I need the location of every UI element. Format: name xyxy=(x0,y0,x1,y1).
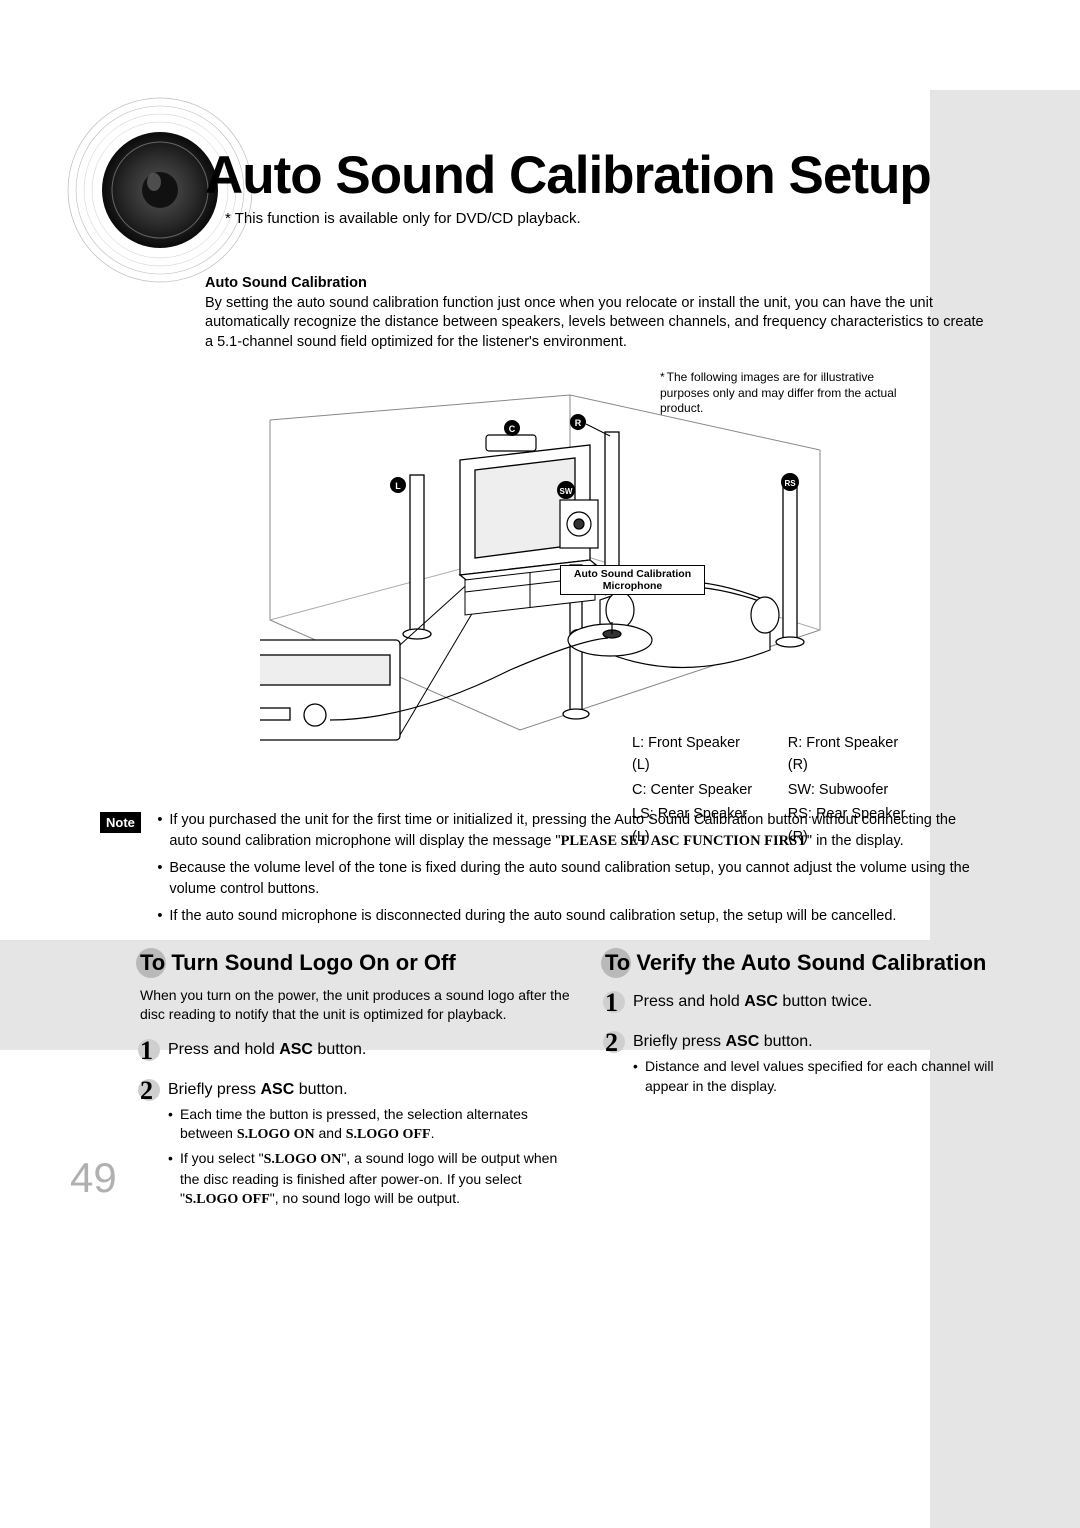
mic-label-box: Auto Sound Calibration Microphone xyxy=(560,565,705,595)
svg-text:SW: SW xyxy=(560,487,573,496)
note-item-1: If you purchased the unit for the first … xyxy=(157,810,977,852)
mic-label-line1: Auto Sound Calibration xyxy=(561,568,704,580)
page-number: 49 xyxy=(70,1154,117,1202)
subtitle-text: This function is available only for DVD/… xyxy=(235,210,581,227)
left-heading-text: To Turn Sound Logo On or Off xyxy=(140,950,456,975)
svg-text:R: R xyxy=(575,418,582,428)
step-number: 1 xyxy=(605,988,618,1017)
svg-text:C: C xyxy=(509,424,516,434)
intro-body: By setting the auto sound calibration fu… xyxy=(205,294,995,353)
left-intro: When you turn on the power, the unit pro… xyxy=(140,986,575,1024)
left-step2-body: Briefly press ASC button. Each time the … xyxy=(168,1078,575,1214)
left-step2-sublist: Each time the button is pressed, the sel… xyxy=(168,1105,575,1210)
intro-heading: Auto Sound Calibration xyxy=(205,274,995,294)
legend-R: R: Front Speaker (R) xyxy=(788,732,948,777)
svg-text:L: L xyxy=(395,481,401,491)
left-column: To Turn Sound Logo On or Off When you tu… xyxy=(140,950,575,1228)
legend-L: L: Front Speaker (L) xyxy=(632,732,786,777)
right-sub-1: Distance and level values specified for … xyxy=(633,1057,1040,1096)
legend-C: C: Center Speaker xyxy=(632,779,786,801)
step-number: 2 xyxy=(140,1076,153,1105)
right-column: To Verify the Auto Sound Calibration 1 P… xyxy=(605,950,1040,1228)
room-illustration: * The following images are for illustrat… xyxy=(120,370,950,800)
legend-SW: SW: Subwoofer xyxy=(788,779,948,801)
illus-star: * xyxy=(660,370,665,386)
right-step-1: 1 Press and hold ASC button twice. xyxy=(605,990,1040,1016)
intro-block: Auto Sound Calibration By setting the au… xyxy=(205,274,995,352)
note-section: Note If you purchased the unit for the f… xyxy=(100,810,1000,933)
note-badge: Note xyxy=(100,812,141,833)
right-step-2: 2 Briefly press ASC button. Distance and… xyxy=(605,1030,1040,1100)
page-subtitle: * This function is available only for DV… xyxy=(225,210,581,227)
right-heading-text: To Verify the Auto Sound Calibration xyxy=(605,950,986,975)
left-step-2: 2 Briefly press ASC button. Each time th… xyxy=(140,1078,575,1214)
right-heading: To Verify the Auto Sound Calibration xyxy=(605,950,1040,976)
left-heading: To Turn Sound Logo On or Off xyxy=(140,950,575,976)
left-sub-1: Each time the button is pressed, the sel… xyxy=(168,1105,575,1145)
right-step2-body: Briefly press ASC button. Distance and l… xyxy=(633,1030,1040,1100)
note-item-2: Because the volume level of the tone is … xyxy=(157,858,977,900)
mic-label-line2: Microphone xyxy=(561,580,704,592)
page-title: Auto Sound Calibration Setup xyxy=(205,145,931,206)
note-item-3: If the auto sound microphone is disconne… xyxy=(157,906,977,927)
lower-columns: To Turn Sound Logo On or Off When you tu… xyxy=(140,950,1040,1228)
note-list: If you purchased the unit for the first … xyxy=(157,810,977,933)
step-number: 2 xyxy=(605,1028,618,1057)
left-step1-body: Press and hold ASC button. xyxy=(168,1038,575,1059)
left-step-1: 1 Press and hold ASC button. xyxy=(140,1038,575,1064)
left-sub-2: If you select "S.LOGO ON", a sound logo … xyxy=(168,1149,575,1210)
right-step2-sublist: Distance and level values specified for … xyxy=(633,1057,1040,1096)
svg-text:RS: RS xyxy=(784,479,796,488)
subtitle-star: * xyxy=(225,210,235,227)
right-step1-body: Press and hold ASC button twice. xyxy=(633,990,1040,1011)
step-number: 1 xyxy=(140,1036,153,1065)
